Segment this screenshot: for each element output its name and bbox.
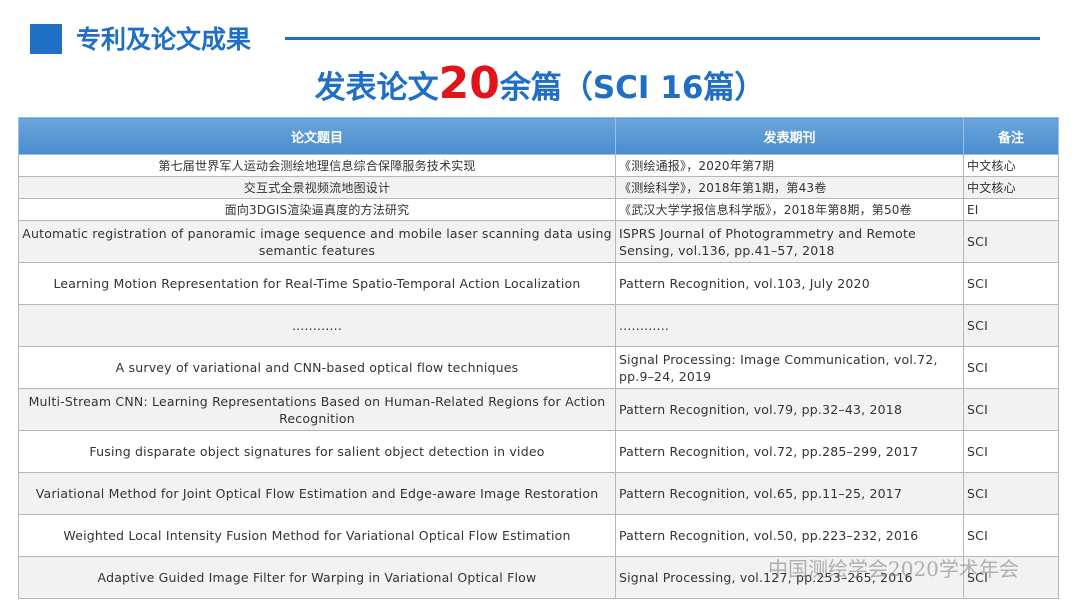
- table-body: 第七届世界军人运动会测绘地理信息综合保障服务技术实现 《测绘通报》，2020年第7…: [18, 154, 1059, 599]
- table-row: Weighted Local Intensity Fusion Method f…: [18, 514, 1059, 557]
- table-cell: Pattern Recognition, vol.72, pp.285–299,…: [615, 430, 964, 473]
- section-marker: [30, 24, 62, 54]
- table-cell: SCI: [963, 472, 1059, 515]
- table-cell: 第七届世界军人运动会测绘地理信息综合保障服务技术实现: [18, 154, 616, 177]
- title-prefix: 发表论文: [314, 70, 439, 106]
- table-cell: Weighted Local Intensity Fusion Method f…: [18, 514, 616, 557]
- table-row: ........................ SCI: [18, 304, 1059, 347]
- table-cell: SCI: [963, 556, 1059, 599]
- papers-table: 论文题目 发表期刊 备注 第七届世界军人运动会测绘地理信息综合保障服务技术实现 《测绘…: [18, 117, 1059, 599]
- watermark: 中国测绘学会2020学术年会: [768, 557, 1019, 581]
- table-cell: ISPRS Journal of Photogrammetry and Remo…: [615, 220, 964, 263]
- table-row: Multi-Stream CNN: Learning Representatio…: [18, 388, 1059, 431]
- table-cell: SCI: [963, 262, 1059, 305]
- table-cell: EI: [963, 198, 1059, 221]
- table-cell: Signal Processing: Image Communication, …: [615, 346, 964, 389]
- column-header: 发表期刊: [615, 117, 964, 155]
- table-cell: Pattern Recognition, vol.65, pp.11–25, 2…: [615, 472, 964, 515]
- table-row: Variational Method for Joint Optical Flo…: [18, 472, 1059, 515]
- table-row: 面向3DGIS渲染逼真度的方法研究 《武汉大学学报信息科学版》，2018年第8期，…: [18, 198, 1059, 221]
- column-header: 论文题目: [18, 117, 616, 155]
- table-cell: SCI: [963, 220, 1059, 263]
- table-cell: ............: [615, 304, 964, 347]
- header-row: 论文题目 发表期刊 备注: [18, 117, 1059, 155]
- table-cell: Automatic registration of panoramic imag…: [18, 220, 616, 263]
- section-title: 专利及论文成果: [76, 25, 252, 54]
- table-cell: 交互式全景视频流地图设计: [18, 176, 616, 199]
- table-cell: Multi-Stream CNN: Learning Representatio…: [18, 388, 616, 431]
- table-cell: SCI: [963, 514, 1059, 557]
- table-cell: Pattern Recognition, vol.50, pp.223–232,…: [615, 514, 964, 557]
- table-cell: 《测绘通报》，2020年第7期: [615, 154, 964, 177]
- table-cell: Adaptive Guided Image Filter for Warping…: [18, 556, 616, 599]
- table-cell: ............: [18, 304, 616, 347]
- table-cell: 面向3DGIS渲染逼真度的方法研究: [18, 198, 616, 221]
- table-cell: Pattern Recognition, vol.79, pp.32–43, 2…: [615, 388, 964, 431]
- table-cell: 《武汉大学学报信息科学版》，2018年第8期，第50卷: [615, 198, 964, 221]
- table-row: Adaptive Guided Image Filter for Warping…: [18, 556, 1059, 599]
- table-cell: Fusing disparate object signatures for s…: [18, 430, 616, 473]
- table-cell: SCI: [963, 430, 1059, 473]
- title-suffix: 余篇（SCI 16篇）: [499, 70, 766, 106]
- table-cell: SCI: [963, 388, 1059, 431]
- table-cell: 中文核心: [963, 154, 1059, 177]
- table-cell: Variational Method for Joint Optical Flo…: [18, 472, 616, 515]
- table-cell: SCI: [963, 346, 1059, 389]
- table-row: Learning Motion Representation for Real-…: [18, 262, 1059, 305]
- table-cell: Pattern Recognition, vol.103, July 2020: [615, 262, 964, 305]
- slide-title: 发表论文20余篇（SCI 16篇）: [0, 58, 1080, 114]
- table-row: 交互式全景视频流地图设计 《测绘科学》，2018年第1期，第43卷 中文核心: [18, 176, 1059, 199]
- table-row: Fusing disparate object signatures for s…: [18, 430, 1059, 473]
- table-cell: A survey of variational and CNN-based op…: [18, 346, 616, 389]
- table-row: Automatic registration of panoramic imag…: [18, 220, 1059, 263]
- table-row: A survey of variational and CNN-based op…: [18, 346, 1059, 389]
- section-rule: [285, 37, 1040, 40]
- table-cell: SCI: [963, 304, 1059, 347]
- table-cell: 《测绘科学》，2018年第1期，第43卷: [615, 176, 964, 199]
- table-cell: Learning Motion Representation for Real-…: [18, 262, 616, 305]
- title-number: 20: [438, 58, 500, 109]
- table-row: 第七届世界军人运动会测绘地理信息综合保障服务技术实现 《测绘通报》，2020年第7…: [18, 154, 1059, 177]
- column-header: 备注: [963, 117, 1059, 155]
- table-cell: 中文核心: [963, 176, 1059, 199]
